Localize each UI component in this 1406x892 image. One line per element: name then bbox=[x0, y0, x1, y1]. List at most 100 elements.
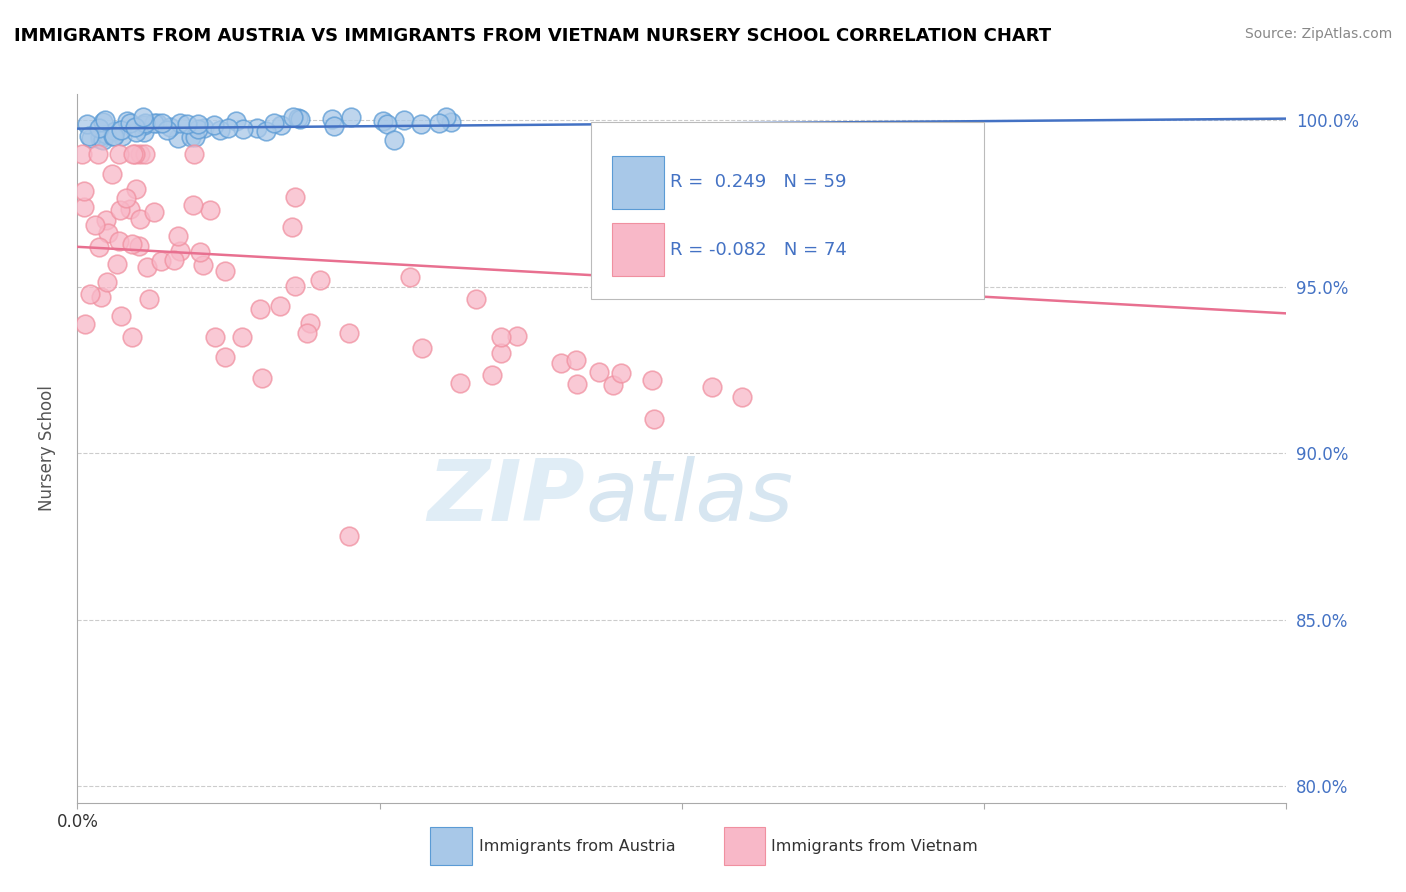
Y-axis label: Nursery School: Nursery School bbox=[38, 385, 56, 511]
Point bbox=[187, 121, 209, 136]
Point bbox=[434, 110, 457, 124]
Point bbox=[103, 128, 125, 143]
Point bbox=[72, 185, 94, 199]
Point bbox=[321, 112, 343, 127]
Point bbox=[79, 129, 101, 144]
Point bbox=[427, 116, 450, 130]
Point bbox=[643, 412, 665, 426]
Point bbox=[89, 132, 111, 146]
Point bbox=[245, 121, 267, 136]
Point bbox=[411, 117, 433, 131]
Point bbox=[87, 120, 110, 135]
Point bbox=[124, 146, 146, 161]
Point bbox=[198, 203, 221, 218]
Point bbox=[105, 257, 128, 271]
Point bbox=[263, 116, 285, 130]
Point bbox=[489, 346, 512, 360]
Text: IMMIGRANTS FROM AUSTRIA VS IMMIGRANTS FROM VIETNAM NURSERY SCHOOL CORRELATION CH: IMMIGRANTS FROM AUSTRIA VS IMMIGRANTS FR… bbox=[14, 27, 1052, 45]
Point bbox=[91, 133, 114, 147]
Point bbox=[118, 202, 141, 216]
Point bbox=[117, 114, 139, 128]
Point bbox=[150, 116, 173, 130]
Point bbox=[122, 146, 145, 161]
Point bbox=[167, 131, 190, 145]
Point bbox=[204, 118, 226, 132]
Point bbox=[97, 226, 120, 240]
Point bbox=[163, 252, 186, 267]
FancyBboxPatch shape bbox=[612, 223, 664, 277]
Point bbox=[114, 191, 136, 205]
Point bbox=[702, 379, 724, 393]
Point bbox=[641, 373, 664, 387]
Point bbox=[70, 146, 93, 161]
Point bbox=[371, 114, 394, 128]
Point bbox=[108, 202, 131, 217]
Point bbox=[193, 120, 215, 135]
Text: atlas: atlas bbox=[585, 457, 793, 540]
Point bbox=[339, 529, 360, 543]
Point bbox=[159, 120, 181, 135]
Text: R = -0.082   N = 74: R = -0.082 N = 74 bbox=[669, 241, 846, 259]
Point bbox=[411, 341, 433, 355]
Point bbox=[465, 292, 488, 306]
Point bbox=[76, 117, 98, 131]
Point bbox=[439, 115, 461, 129]
Point bbox=[143, 205, 166, 219]
Point bbox=[392, 112, 415, 127]
Point bbox=[218, 121, 240, 136]
Point bbox=[481, 368, 503, 383]
Point bbox=[132, 118, 155, 132]
Point bbox=[73, 317, 96, 331]
Point bbox=[281, 219, 304, 234]
FancyBboxPatch shape bbox=[724, 827, 765, 865]
FancyBboxPatch shape bbox=[612, 156, 664, 209]
Point bbox=[269, 299, 291, 313]
Point bbox=[588, 365, 610, 379]
Point bbox=[337, 326, 360, 341]
Point bbox=[124, 120, 146, 134]
Point bbox=[489, 329, 512, 343]
Point bbox=[125, 125, 148, 139]
Point bbox=[506, 329, 529, 343]
Point bbox=[180, 130, 202, 145]
Point bbox=[94, 127, 117, 141]
Point bbox=[249, 301, 271, 316]
Point bbox=[214, 264, 236, 278]
Point bbox=[288, 112, 311, 126]
Point bbox=[94, 213, 117, 227]
Point bbox=[87, 240, 110, 254]
Text: Source: ZipAtlas.com: Source: ZipAtlas.com bbox=[1244, 27, 1392, 41]
Point bbox=[89, 128, 111, 143]
Point bbox=[125, 182, 148, 196]
Point bbox=[136, 260, 159, 274]
Point bbox=[103, 129, 125, 144]
Point bbox=[176, 117, 198, 131]
Point bbox=[188, 244, 211, 259]
Point bbox=[183, 146, 205, 161]
Point bbox=[79, 130, 101, 145]
Point bbox=[166, 228, 188, 243]
Text: Immigrants from Vietnam: Immigrants from Vietnam bbox=[772, 839, 979, 855]
Point bbox=[565, 353, 588, 368]
Point bbox=[184, 130, 207, 145]
Point bbox=[118, 115, 141, 129]
Point bbox=[107, 234, 129, 248]
Point bbox=[79, 286, 101, 301]
Point bbox=[100, 167, 122, 181]
Point bbox=[193, 258, 215, 272]
Point bbox=[132, 110, 155, 124]
Point bbox=[287, 111, 309, 125]
Point bbox=[550, 356, 572, 370]
Point bbox=[309, 272, 332, 286]
Point bbox=[208, 123, 231, 137]
Point bbox=[129, 211, 152, 226]
Point bbox=[610, 367, 633, 381]
Point bbox=[129, 146, 152, 161]
Point bbox=[254, 124, 277, 138]
Point bbox=[110, 309, 132, 323]
Point bbox=[731, 390, 754, 404]
Point bbox=[121, 329, 143, 343]
Point bbox=[156, 122, 179, 136]
Point bbox=[375, 117, 398, 131]
Point bbox=[270, 118, 292, 132]
